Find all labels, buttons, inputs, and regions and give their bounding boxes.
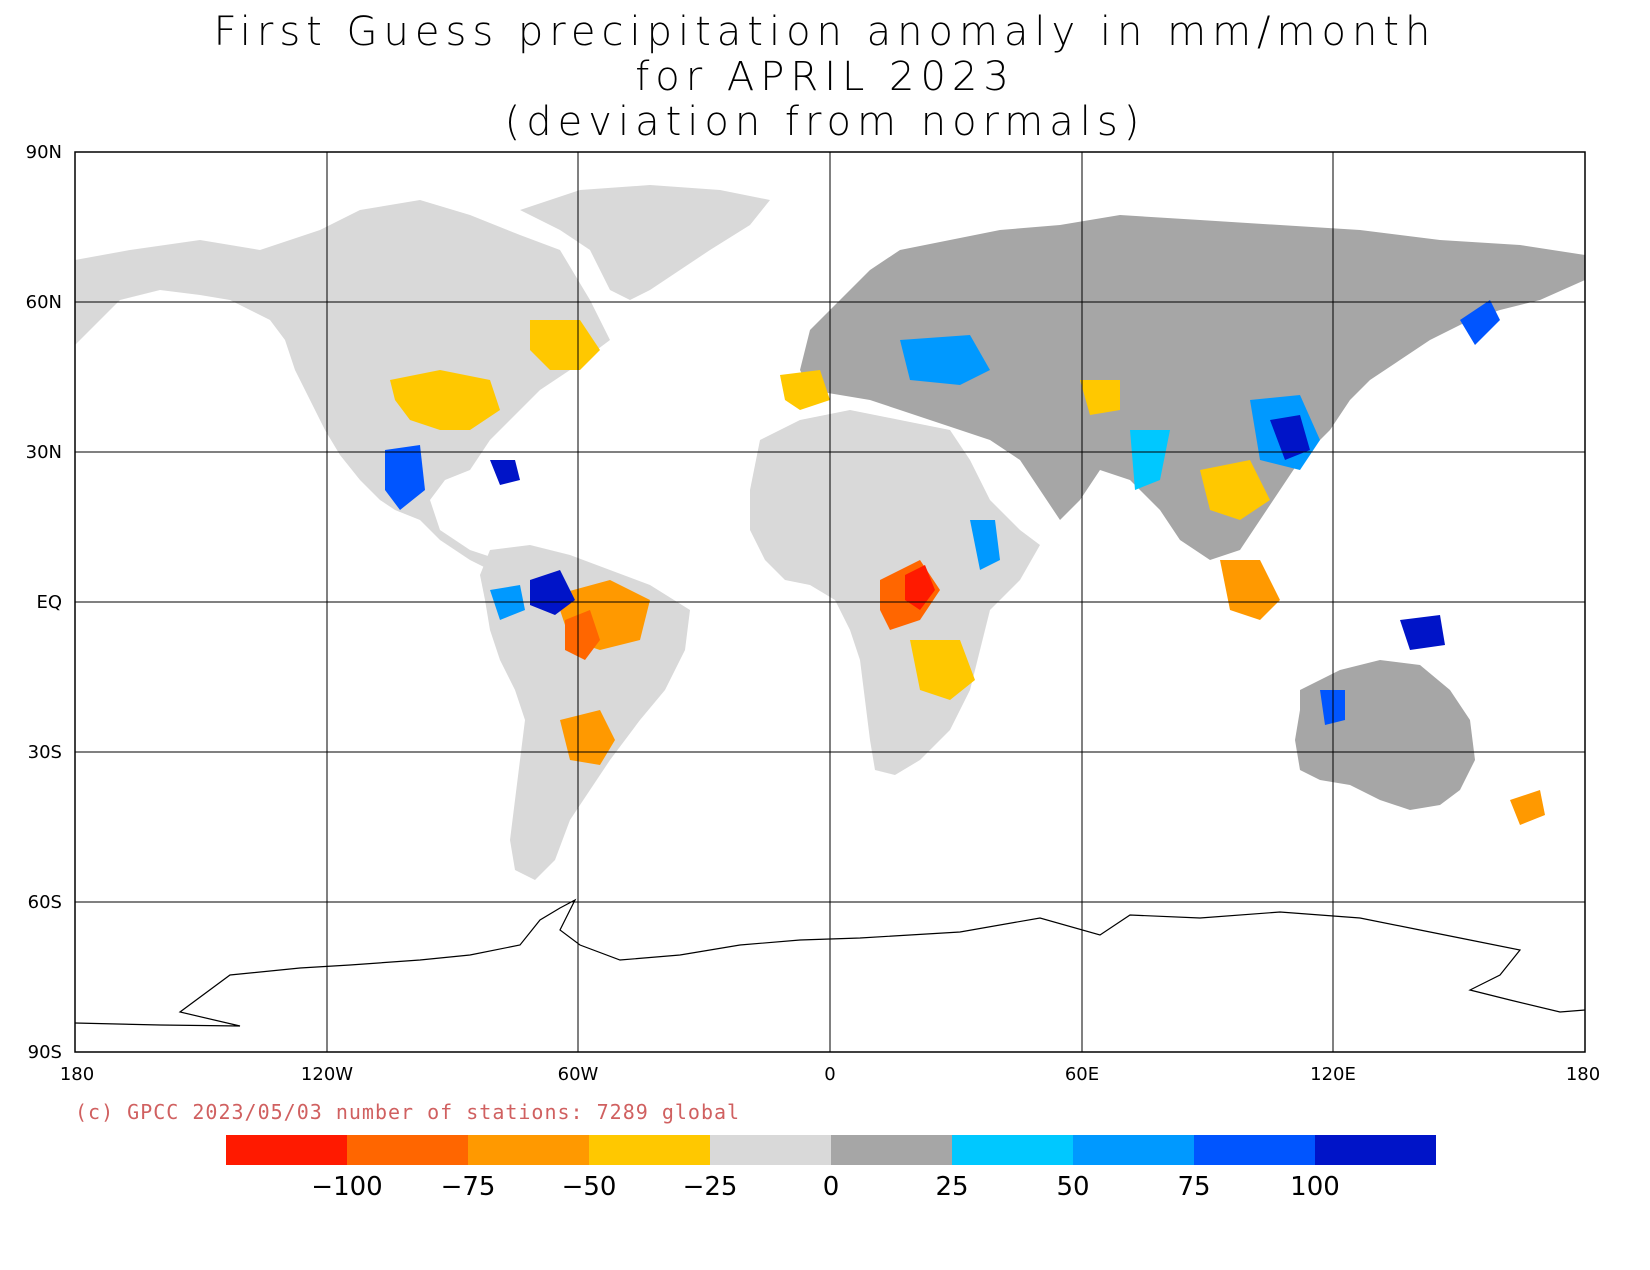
colorbar-swatch	[952, 1135, 1073, 1165]
credit-line: (c) GPCC 2023/05/03 number of stations: …	[75, 1100, 741, 1124]
lat-label: 30N	[26, 442, 62, 463]
colorbar-swatch	[1073, 1135, 1194, 1165]
antarctica-coastline	[74, 898, 1586, 1027]
lon-label: 0	[824, 1064, 835, 1085]
north-america-landmass	[75, 200, 610, 575]
colorbar-swatch	[710, 1135, 831, 1165]
lon-label: 180	[60, 1064, 94, 1085]
colorbar-swatch	[589, 1135, 710, 1165]
colorbar-label: −75	[441, 1172, 496, 1202]
colorbar-label: −50	[562, 1172, 617, 1202]
colorbar-label: −100	[311, 1172, 382, 1202]
colorbar-label: 50	[1056, 1172, 1089, 1202]
map-title-line1: First Guess precipitation anomaly in mm/…	[213, 9, 1437, 55]
map-title-line3: (deviation from normals)	[504, 99, 1146, 145]
australia-landmass	[1295, 660, 1475, 810]
lon-label: 60E	[1065, 1064, 1099, 1085]
lat-label: 90N	[26, 142, 62, 163]
colorbar-label: 100	[1290, 1172, 1340, 1202]
lat-label: 90S	[28, 1042, 62, 1063]
lon-label: 180	[1566, 1064, 1600, 1085]
lon-label: 120W	[301, 1064, 353, 1085]
longitude-labels: 180 120W 60W 0 60E 120E 180	[60, 1064, 1600, 1085]
colorbar-swatch	[1194, 1135, 1315, 1165]
colorbar-swatch	[347, 1135, 468, 1165]
colorbar-swatch	[1315, 1135, 1436, 1165]
colorbar-swatch	[226, 1135, 347, 1165]
colorbar-label: 0	[823, 1172, 840, 1202]
colorbar-label: 25	[935, 1172, 968, 1202]
eurasia-landmass	[800, 215, 1585, 560]
graticule	[75, 152, 1585, 1052]
colorbar-swatch	[468, 1135, 589, 1165]
colorbar: −100 −75 −50 −25 0 25 50 75 100	[226, 1135, 1436, 1202]
lat-label: 60N	[26, 292, 62, 313]
wet-anomaly-patches	[385, 300, 1500, 725]
colorbar-swatch	[831, 1135, 952, 1165]
lon-label: 120E	[1310, 1064, 1356, 1085]
lat-label: 60S	[28, 892, 62, 913]
colorbar-label: 75	[1177, 1172, 1210, 1202]
lat-label: EQ	[36, 592, 62, 613]
map-frame	[74, 151, 1586, 1053]
dry-anomaly-patches	[390, 320, 1545, 825]
map-title-line2: for APRIL 2023	[635, 54, 1015, 100]
greenland-landmass	[520, 185, 770, 300]
lon-label: 60W	[558, 1064, 599, 1085]
lat-label: 30S	[28, 742, 62, 763]
land-anomaly-layer	[75, 185, 1585, 880]
latitude-labels: 90N 60N 30N EQ 30S 60S 90S	[26, 142, 62, 1063]
colorbar-label: −25	[683, 1172, 738, 1202]
